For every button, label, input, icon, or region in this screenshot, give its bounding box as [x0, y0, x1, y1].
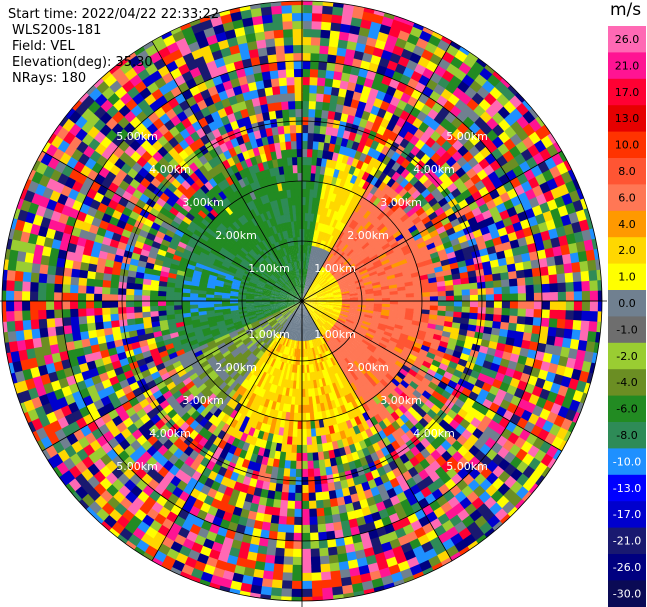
field-line: Field: VEL: [12, 39, 75, 54]
range-ring-label: 3.00km: [182, 196, 224, 209]
nrays-value: 180: [61, 71, 87, 86]
range-ring-label: 1.00km: [248, 262, 290, 275]
azimuth-line: [151, 300, 303, 561]
elevation-value: 35.30: [115, 55, 153, 70]
range-ring-label: 1.00km: [314, 262, 356, 275]
field-value: VEL: [50, 39, 75, 54]
range-ring-label: 4.00km: [413, 163, 455, 176]
azimuth-line: [301, 40, 453, 302]
range-ring-label: 4.00km: [149, 427, 191, 440]
range-ring-label: 2.00km: [215, 229, 257, 242]
range-ring-label: 5.00km: [446, 130, 488, 143]
range-ring-label: 3.00km: [182, 394, 224, 407]
range-grid: [0, 0, 607, 607]
colorbar-unit: m/s: [610, 0, 642, 20]
azimuth-line: [301, 300, 453, 561]
range-ring-label: 1.00km: [248, 328, 290, 341]
instrument-name: WLS200s-181: [12, 23, 102, 38]
range-ring-label: 2.00km: [347, 229, 389, 242]
nrays-line: NRays: 180: [12, 71, 86, 86]
field-label: Field:: [12, 39, 47, 54]
start-time-label: Start time:: [8, 7, 78, 22]
range-ring-label: 3.00km: [380, 394, 422, 407]
azimuth-line: [151, 40, 303, 302]
start-time-line: Start time: 2022/04/22 22:33:22: [8, 7, 219, 22]
range-ring-label: 2.00km: [215, 361, 257, 374]
range-ring: [1, 0, 603, 602]
azimuth-line: [301, 150, 562, 302]
range-ring: [121, 120, 483, 482]
nrays-label: NRays:: [12, 71, 58, 86]
range-ring: [241, 240, 363, 362]
range-ring-label: 3.00km: [380, 196, 422, 209]
velocity-field: [2, 1, 602, 601]
range-ring-label: 5.00km: [446, 460, 488, 473]
range-ring: [181, 180, 423, 422]
range-ring-label: 5.00km: [116, 460, 158, 473]
range-ring: [61, 60, 543, 542]
start-time-value: 2022/04/22 22:33:22: [81, 7, 220, 22]
range-ring-label: 5.00km: [116, 130, 158, 143]
range-ring-label: 2.00km: [347, 361, 389, 374]
range-ring-label: 4.00km: [149, 163, 191, 176]
elevation-label: Elevation(deg):: [12, 55, 112, 70]
range-ring-label: 1.00km: [314, 328, 356, 341]
range-labels: 1.00km 1.00km 1.00km 1.00km 2.00km 2.00km 2.00…: [116, 130, 488, 473]
range-ring-label: 4.00km: [413, 427, 455, 440]
azimuth-line: [301, 300, 562, 452]
azimuth-line: [41, 150, 303, 302]
azimuth-line: [41, 300, 303, 452]
elevation-line: Elevation(deg): 35.30: [12, 55, 153, 70]
